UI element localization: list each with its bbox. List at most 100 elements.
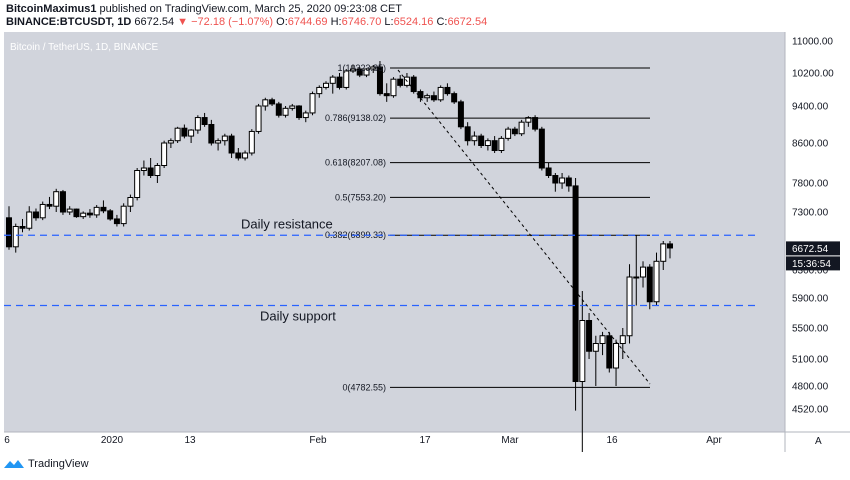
candle-body[interactable] [390,78,397,97]
candle-body[interactable] [235,152,242,159]
candle-body[interactable] [356,68,363,76]
candlestick-chart[interactable]: Bitcoin / TetherUS, 1D, BINANCE 11000.00… [0,32,850,465]
candle-body[interactable] [640,266,647,278]
candle-body[interactable] [444,86,451,95]
candle-body[interactable] [505,128,512,139]
candle-body[interactable] [424,95,431,99]
candle-body[interactable] [397,78,404,86]
candle-body[interactable] [201,117,208,125]
candle-body[interactable] [161,142,168,166]
candle-body[interactable] [181,127,188,137]
candle-body[interactable] [349,68,356,72]
candle-body[interactable] [484,140,491,146]
candle-body[interactable] [653,260,660,303]
candle-body[interactable] [107,210,114,220]
candle-body[interactable] [336,76,343,88]
candle-body[interactable] [565,177,572,187]
candle-body[interactable] [329,76,336,84]
candle-body[interactable] [39,203,46,219]
candle-body[interactable] [559,177,566,184]
candle-body[interactable] [120,205,127,225]
candle-body[interactable] [215,140,222,144]
candle-body[interactable] [511,128,518,135]
candle-body[interactable] [316,86,323,95]
candle-body[interactable] [626,276,633,337]
candle-body[interactable] [660,243,667,262]
chart-container[interactable]: Bitcoin / TetherUS, 1D, BINANCE 11000.00… [0,32,850,465]
candle-body[interactable] [471,135,478,142]
candle-body[interactable] [302,112,309,119]
candle-body[interactable] [248,130,255,154]
candle-body[interactable] [147,167,154,176]
candle-body[interactable] [269,99,276,105]
candle-body[interactable] [167,140,174,144]
candle-body[interactable] [221,135,228,142]
candle-body[interactable] [613,343,620,369]
candle-body[interactable] [579,320,586,382]
candle-body[interactable] [80,212,87,218]
candle-body[interactable] [552,175,559,184]
candle-body[interactable] [309,93,316,114]
candle-body[interactable] [532,117,539,130]
candle-body[interactable] [100,206,107,212]
candle-body[interactable] [113,218,120,225]
candle-body[interactable] [437,86,444,101]
candle-body[interactable] [127,197,134,207]
candle-body[interactable] [430,95,437,101]
candle-body[interactable] [619,335,626,344]
candle-body[interactable] [154,165,161,176]
candle-body[interactable] [140,167,147,171]
candle-body[interactable] [383,93,390,97]
candle-body[interactable] [242,152,249,159]
axis-auto-toggle[interactable]: A [815,436,822,447]
candle-body[interactable] [667,243,673,249]
candle-body[interactable] [599,335,606,344]
candle-body[interactable] [545,167,552,176]
author-name[interactable]: BitcoinMaximus1 [6,3,97,15]
candle-body[interactable] [343,70,350,88]
candle-body[interactable] [194,117,201,131]
candle-body[interactable] [518,121,525,135]
candle-body[interactable] [376,66,383,95]
candle-body[interactable] [417,91,424,99]
candle-body[interactable] [262,99,269,107]
candle-body[interactable] [592,343,599,352]
candle-body[interactable] [134,170,141,198]
candle-body[interactable] [66,208,73,213]
candle-body[interactable] [93,206,100,216]
candle-body[interactable] [410,76,417,93]
candle-body[interactable] [586,320,593,352]
candle-body[interactable] [19,226,26,229]
candle-body[interactable] [478,135,485,146]
candle-body[interactable] [228,135,235,154]
candle-body[interactable] [188,129,195,137]
candle-body[interactable] [451,93,458,103]
candle-body[interactable] [491,140,498,151]
candle-body[interactable] [6,217,12,248]
candle-body[interactable] [282,107,289,116]
candle-body[interactable] [46,203,53,207]
candle-body[interactable] [525,117,532,123]
candle-body[interactable] [370,66,377,70]
candle-body[interactable] [538,128,545,169]
candle-body[interactable] [174,127,181,142]
candle-body[interactable] [464,126,471,142]
candle-body[interactable] [646,266,653,303]
candle-body[interactable] [73,208,80,218]
candle-body[interactable] [289,105,296,109]
candle-body[interactable] [86,212,93,216]
candle-body[interactable] [255,105,262,132]
candle-body[interactable] [275,103,282,116]
candle-body[interactable] [12,226,19,248]
candle-body[interactable] [606,335,613,369]
candle-body[interactable] [633,276,640,279]
candle-body[interactable] [32,211,39,219]
candle-body[interactable] [208,124,215,144]
candle-body[interactable] [59,191,66,213]
trend-line[interactable] [397,69,651,385]
candle-body[interactable] [53,191,60,207]
candle-body[interactable] [296,105,303,119]
candle-body[interactable] [323,82,330,88]
candle-body[interactable] [572,185,579,382]
candle-body[interactable] [363,68,370,76]
